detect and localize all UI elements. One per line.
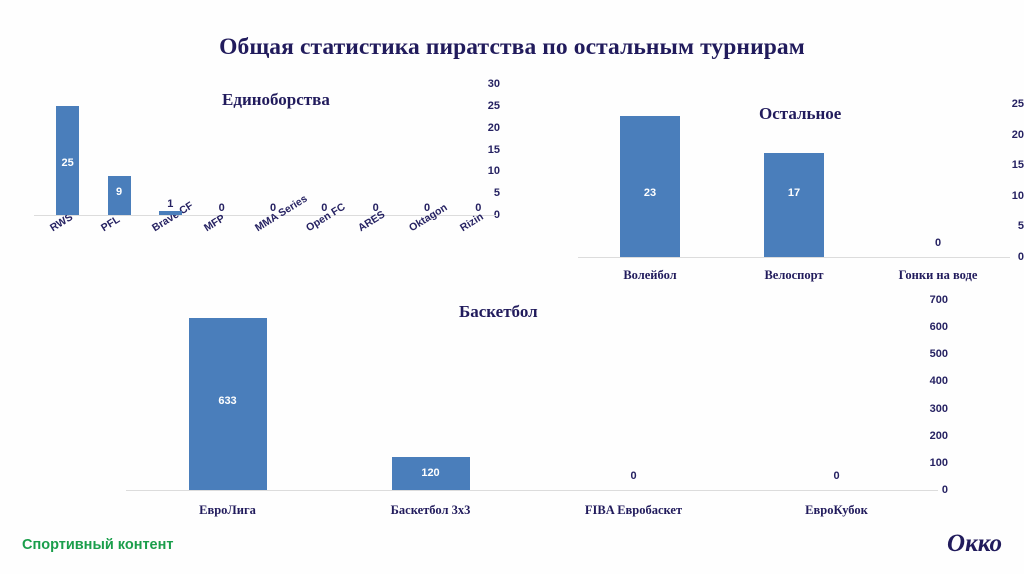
axis-baseline — [578, 257, 1010, 258]
bar — [188, 318, 267, 490]
y-axis-tick-label: 15 — [1011, 159, 1024, 172]
x-axis-tick-label: Волейбол — [623, 268, 677, 282]
y-axis-tick-label: 0 — [1017, 251, 1024, 263]
y-axis-tick-label: 100 — [929, 456, 948, 469]
y-axis-tick-label: 25 — [1011, 98, 1024, 110]
bar-value-label: 0 — [372, 202, 379, 214]
bar-value-label: 0 — [934, 237, 942, 249]
bar-value-label: 25 — [61, 157, 74, 169]
bar-value-label: 120 — [421, 467, 440, 480]
x-axis-tick-label: ЕвроКубок — [805, 503, 868, 517]
x-axis-tick-label: FIBA Евробаскет — [584, 503, 683, 517]
y-axis-tick-label: 0 — [941, 484, 948, 496]
bar-value-label: 9 — [115, 185, 123, 198]
chart-title-other: Остальное — [759, 104, 842, 123]
bar-value-label: 0 — [218, 202, 225, 214]
x-axis-tick-label: Гонки на воде — [898, 268, 978, 282]
axis-baseline — [34, 215, 496, 216]
bar — [107, 175, 131, 215]
y-axis-tick-label: 200 — [929, 429, 948, 442]
y-axis-tick-label: 5 — [493, 187, 500, 200]
y-axis-tick-label: 20 — [487, 121, 500, 134]
bar-value-label: 0 — [833, 470, 840, 482]
y-axis-tick-label: 10 — [1011, 189, 1024, 202]
x-axis-tick-label: PFL — [99, 213, 123, 235]
x-axis-tick-label: Велоспорт — [764, 268, 824, 282]
bar — [391, 457, 470, 490]
chart-title-basketball: Баскетбол — [459, 302, 538, 321]
bar-value-label: 17 — [787, 187, 801, 199]
bar — [764, 152, 824, 257]
footer-left-label: Спортивный контент — [22, 537, 174, 553]
chart-title-martial-arts: Единоборства — [222, 90, 330, 109]
y-axis-tick-label: 300 — [929, 402, 948, 415]
bar-value-label: 0 — [423, 202, 431, 214]
bar-value-label: 1 — [167, 197, 174, 210]
page-title: Общая статистика пиратства по остальным … — [219, 34, 805, 60]
y-axis-tick-label: 20 — [1011, 128, 1024, 141]
bar-value-label: 23 — [643, 187, 657, 199]
chart-basketball: Баскетбол 0 100 200 300 400 500 600 700 ЕвроЛиг… — [78, 290, 948, 525]
y-axis-tick-label: 600 — [929, 321, 948, 334]
chart-martial-arts: Единоборства 0 5 10 15 20 25 30 RWS PFL Brave CF… — [0, 78, 500, 278]
y-axis-tick-label: 400 — [929, 375, 948, 388]
y-axis-tick-label: 700 — [929, 294, 948, 306]
bar-value-label: 0 — [475, 202, 482, 214]
bar — [620, 116, 680, 257]
x-axis-tick-label: ЕвроЛига — [199, 503, 256, 517]
brand-logo-okko: Окко — [947, 530, 1002, 557]
y-axis-tick-label: 30 — [487, 78, 500, 90]
y-axis-tick-label: 25 — [487, 99, 500, 112]
y-axis-tick-label: 5 — [1017, 220, 1024, 233]
y-axis-tick-label: 0 — [493, 209, 500, 221]
axis-baseline — [126, 490, 938, 491]
bar-value-label: 633 — [218, 395, 237, 407]
bar-value-label: 0 — [630, 470, 637, 482]
bar — [56, 105, 80, 215]
plot-area-martial-arts — [34, 84, 496, 215]
bar — [158, 210, 182, 215]
bar-value-label: 0 — [321, 202, 328, 214]
y-axis-tick-label: 500 — [929, 348, 948, 361]
chart-other: Остальное 0 5 10 15 20 25 Волейбол Велоспорт Го… — [528, 96, 1024, 286]
bar-value-label: 0 — [269, 202, 277, 214]
y-axis-tick-label: 10 — [487, 165, 500, 178]
x-axis-tick-label: Баскетбол 3х3 — [390, 503, 471, 517]
y-axis-tick-label: 15 — [487, 143, 500, 156]
